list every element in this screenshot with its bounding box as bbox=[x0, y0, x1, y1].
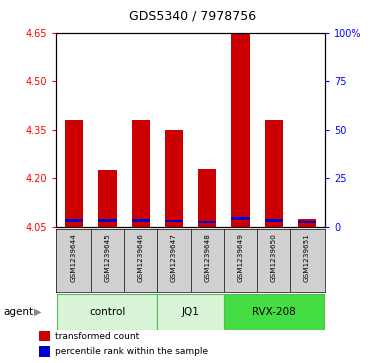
Bar bbox=[165, 220, 183, 223]
Text: JQ1: JQ1 bbox=[182, 307, 199, 317]
Bar bbox=[157, 294, 224, 330]
Text: transformed count: transformed count bbox=[55, 332, 140, 341]
Bar bbox=[132, 219, 150, 222]
Text: GSM1239647: GSM1239647 bbox=[171, 233, 177, 282]
Text: GSM1239645: GSM1239645 bbox=[104, 233, 110, 282]
Text: GSM1239646: GSM1239646 bbox=[138, 233, 144, 282]
Bar bbox=[38, 346, 50, 357]
Text: ▶: ▶ bbox=[34, 307, 41, 317]
Bar bbox=[65, 120, 83, 227]
Text: GSM1239648: GSM1239648 bbox=[204, 233, 210, 282]
Bar bbox=[198, 169, 216, 227]
Bar bbox=[298, 219, 316, 227]
Text: GSM1239650: GSM1239650 bbox=[271, 233, 277, 282]
Bar bbox=[65, 219, 83, 222]
Text: GDS5340 / 7978756: GDS5340 / 7978756 bbox=[129, 9, 256, 22]
Bar bbox=[98, 219, 117, 222]
Bar bbox=[57, 294, 157, 330]
Text: percentile rank within the sample: percentile rank within the sample bbox=[55, 347, 209, 356]
Bar bbox=[231, 217, 249, 220]
Text: RVX-208: RVX-208 bbox=[252, 307, 296, 317]
Bar bbox=[132, 120, 150, 227]
Text: GSM1239644: GSM1239644 bbox=[71, 233, 77, 282]
Text: control: control bbox=[89, 307, 126, 317]
Bar bbox=[98, 170, 117, 227]
Bar bbox=[231, 34, 249, 227]
Text: agent: agent bbox=[4, 307, 34, 317]
Bar bbox=[298, 221, 316, 223]
Bar bbox=[165, 130, 183, 227]
Bar bbox=[264, 120, 283, 227]
Bar bbox=[38, 331, 50, 342]
Bar bbox=[264, 219, 283, 222]
Bar bbox=[198, 221, 216, 223]
Bar bbox=[224, 294, 324, 330]
Text: GSM1239649: GSM1239649 bbox=[238, 233, 243, 282]
Text: GSM1239651: GSM1239651 bbox=[304, 233, 310, 282]
